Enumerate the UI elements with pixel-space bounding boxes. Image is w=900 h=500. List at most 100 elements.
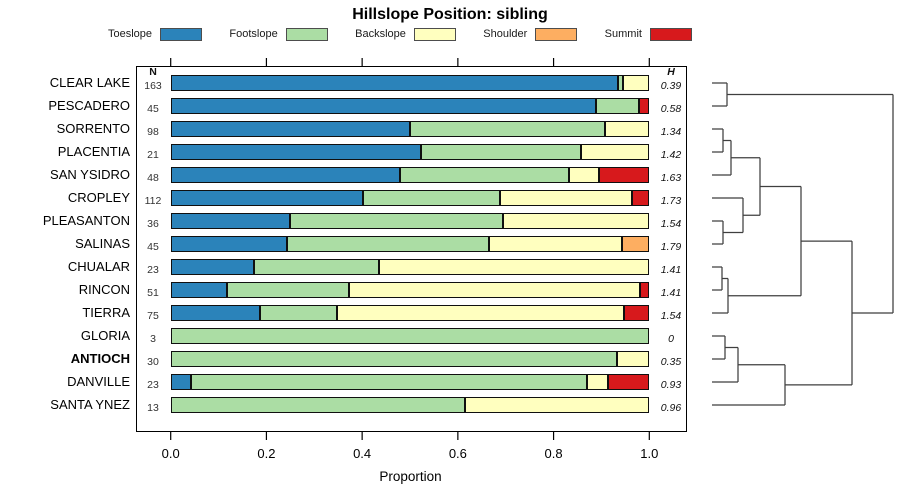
bar-placentia: [170, 144, 650, 160]
bar-segment-footslope: [399, 167, 570, 183]
n-value-rincon: 51: [147, 287, 159, 299]
row-label-cropley: CROPLEY: [67, 190, 130, 205]
bar-segment-toeslope: [170, 305, 261, 321]
x-tick-label-0.4: 0.4: [353, 446, 372, 461]
bar-segment-toeslope: [170, 98, 597, 114]
bar-segment-summit: [599, 167, 650, 183]
legend-label-toeslope: Toeslope: [108, 28, 153, 40]
row-label-gloria: GLORIA: [80, 328, 130, 343]
n-column-header: N: [149, 66, 157, 78]
legend-swatch-toeslope: [160, 27, 203, 41]
n-value-pescadero: 45: [147, 103, 159, 115]
row-label-san-ysidro: SAN YSIDRO: [50, 167, 130, 182]
bar-segment-toeslope: [170, 75, 619, 91]
bar-segment-footslope: [596, 98, 639, 114]
legend-label-summit: Summit: [604, 28, 642, 40]
row-label-antioch: ANTIOCH: [70, 351, 130, 366]
h-value-pescadero: 0.58: [660, 103, 682, 115]
bar-segment-backslope: [489, 236, 623, 252]
bar-salinas: [170, 236, 650, 252]
legend-swatch-backslope: [413, 27, 456, 41]
bar-segment-summit: [638, 98, 650, 114]
legend-item-footslope: Footslope: [229, 27, 328, 41]
bar-antioch: [170, 351, 650, 367]
n-value-san-ysidro: 48: [147, 172, 159, 184]
bar-segment-summit: [639, 282, 650, 298]
n-value-tierra: 75: [147, 310, 159, 322]
h-value-pleasanton: 1.54: [660, 218, 682, 230]
n-value-pleasanton: 36: [147, 218, 159, 230]
bar-segment-backslope: [336, 305, 624, 321]
row-label-pescadero: PESCADERO: [48, 98, 130, 113]
bar-segment-footslope: [287, 236, 490, 252]
bar-segment-footslope: [260, 305, 337, 321]
row-label-clear-lake: CLEAR LAKE: [49, 75, 130, 90]
bar-segment-footslope: [290, 213, 503, 229]
x-tick-label-0.0: 0.0: [161, 446, 180, 461]
h-column-header: H: [667, 66, 675, 78]
bar-santa-ynez: [170, 397, 650, 413]
bar-pescadero: [170, 98, 650, 114]
bar-segment-backslope: [580, 144, 650, 160]
legend-label-shoulder: Shoulder: [483, 28, 528, 40]
bar-segment-backslope: [378, 259, 650, 275]
n-value-santa-ynez: 13: [147, 402, 159, 414]
bar-segment-summit: [607, 374, 650, 390]
n-value-clear-lake: 163: [144, 80, 162, 92]
bar-segment-footslope: [227, 282, 350, 298]
bar-segment-toeslope: [170, 144, 422, 160]
n-value-sorrento: 98: [147, 126, 159, 138]
bar-segment-backslope: [349, 282, 640, 298]
bar-segment-footslope: [363, 190, 500, 206]
bar-segment-toeslope: [170, 282, 228, 298]
bar-segment-backslope: [617, 351, 650, 367]
legend: Toeslope Footslope Backslope Shoulder Summit: [108, 26, 692, 42]
n-value-danville: 23: [147, 379, 159, 391]
bar-segment-summit: [623, 305, 650, 321]
bar-pleasanton: [170, 213, 650, 229]
n-value-gloria: 3: [150, 333, 156, 345]
bar-segment-toeslope: [170, 190, 364, 206]
h-value-santa-ynez: 0.96: [660, 402, 682, 414]
n-value-cropley: 112: [144, 195, 162, 207]
row-label-danville: DANVILLE: [67, 374, 130, 389]
bar-tierra: [170, 305, 650, 321]
bar-segment-toeslope: [170, 121, 410, 137]
legend-item-summit: Summit: [604, 27, 692, 41]
legend-swatch-summit: [649, 27, 692, 41]
h-value-rincon: 1.41: [660, 287, 682, 299]
legend-item-toeslope: Toeslope: [108, 27, 203, 41]
x-tick-label-0.2: 0.2: [257, 446, 276, 461]
bar-rincon: [170, 282, 650, 298]
h-value-sorrento: 1.34: [660, 126, 682, 138]
row-label-sorrento: SORRENTO: [56, 121, 130, 136]
bar-segment-toeslope: [170, 259, 254, 275]
h-value-placentia: 1.42: [660, 149, 682, 161]
legend-swatch-footslope: [285, 27, 328, 41]
n-value-salinas: 45: [147, 241, 159, 253]
n-value-placentia: 21: [147, 149, 159, 161]
bar-segment-backslope: [605, 121, 650, 137]
legend-swatch-shoulder: [535, 27, 578, 41]
bar-segment-backslope: [569, 167, 600, 183]
bar-segment-backslope: [587, 374, 608, 390]
h-value-gloria: 0: [668, 333, 674, 345]
bar-clear-lake: [170, 75, 650, 91]
bar-danville: [170, 374, 650, 390]
bar-segment-backslope: [502, 213, 650, 229]
bar-segment-summit: [632, 190, 650, 206]
h-value-salinas: 1.79: [660, 241, 682, 253]
row-label-santa-ynez: SANTA YNEZ: [50, 397, 130, 412]
bar-segment-footslope: [191, 374, 588, 390]
bar-segment-footslope: [170, 351, 618, 367]
row-label-rincon: RINCON: [78, 282, 130, 297]
row-label-tierra: TIERRA: [82, 305, 130, 320]
bar-segment-footslope: [253, 259, 379, 275]
x-axis-label: Proportion: [379, 469, 442, 484]
row-label-pleasanton: PLEASANTON: [42, 213, 130, 228]
h-value-tierra: 1.54: [660, 310, 682, 322]
n-value-antioch: 30: [147, 356, 159, 368]
bar-gloria: [170, 328, 650, 344]
row-label-chualar: CHUALAR: [67, 259, 130, 274]
